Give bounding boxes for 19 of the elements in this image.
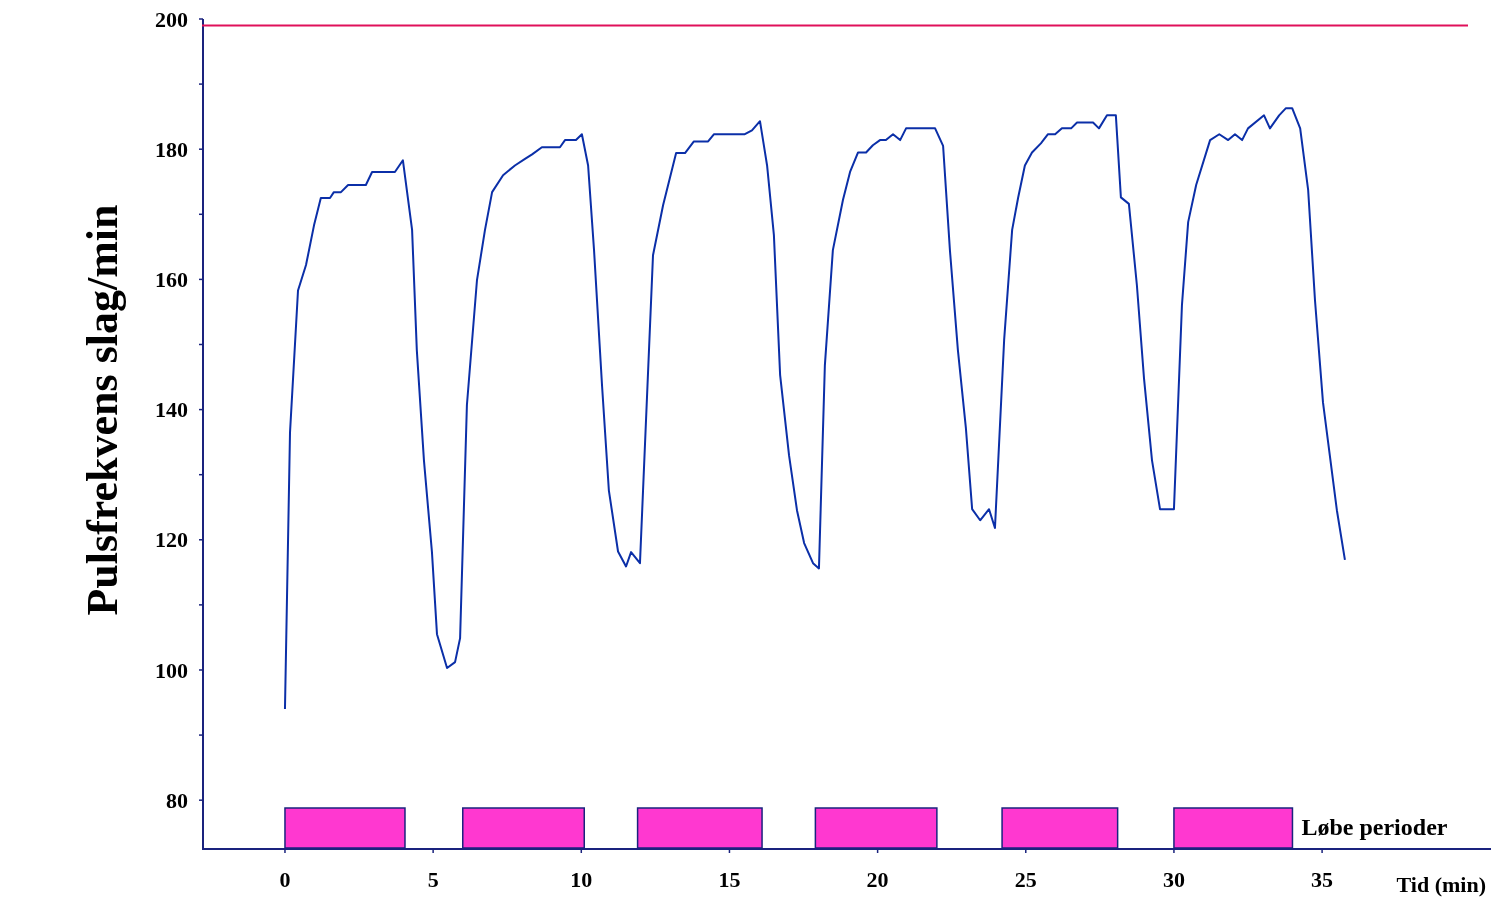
line-series bbox=[283, 107, 1346, 711]
x-tick-label: 20 bbox=[866, 867, 889, 892]
x-axis-title: Tid (min) bbox=[1396, 872, 1486, 897]
y-tick-label: 100 bbox=[155, 657, 188, 683]
band-label: Løbe perioder bbox=[1301, 814, 1448, 841]
y-axis-title: Pulsfrekvens slag/min bbox=[78, 204, 127, 616]
x-tick-label: 25 bbox=[1014, 867, 1037, 892]
y-tick-label: 180 bbox=[155, 136, 188, 162]
x-tick-label: 10 bbox=[570, 867, 593, 892]
x-tick-label: 5 bbox=[427, 867, 439, 892]
x-tick-label: 0 bbox=[279, 867, 291, 892]
y-tick-label: 120 bbox=[155, 527, 188, 553]
x-tick-label: 35 bbox=[1311, 867, 1334, 892]
y-tick-label: 160 bbox=[155, 267, 188, 293]
y-tick-label: 200 bbox=[155, 6, 188, 32]
x-tick-label: 15 bbox=[718, 867, 741, 892]
x-tick-label: 30 bbox=[1162, 867, 1185, 892]
y-tick-label: 140 bbox=[155, 397, 188, 423]
y-tick-label: 80 bbox=[166, 787, 188, 813]
